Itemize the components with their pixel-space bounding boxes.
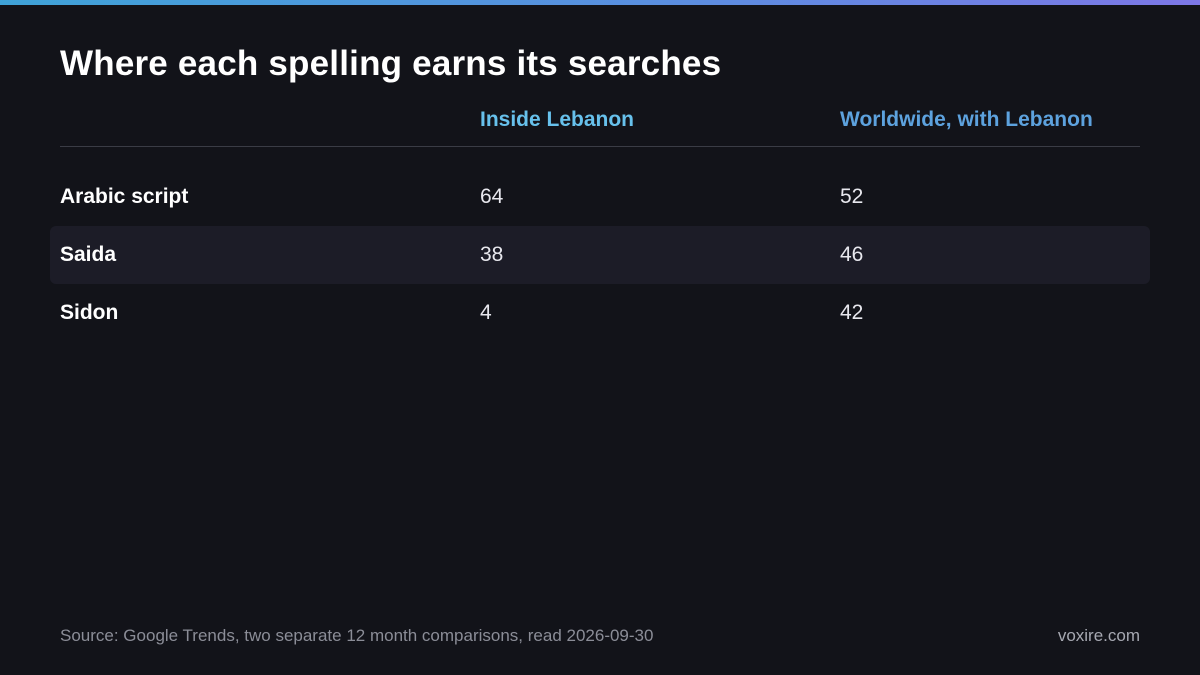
value-worldwide: 42 (840, 301, 864, 324)
row-label: Saida (60, 243, 117, 266)
source-note: Source: Google Trends, two separate 12 m… (60, 626, 654, 645)
value-inside-lebanon: 4 (480, 301, 492, 324)
table-row: Saida 38 46 (50, 226, 1150, 284)
row-label: Arabic script (60, 185, 189, 208)
value-worldwide: 46 (840, 243, 864, 266)
chart-title: Where each spelling earns its searches (60, 44, 722, 83)
column-header-worldwide: Worldwide, with Lebanon (840, 108, 1093, 131)
value-inside-lebanon: 38 (480, 243, 504, 266)
value-inside-lebanon: 64 (480, 185, 504, 208)
accent-bar (0, 0, 1200, 5)
header-divider (60, 146, 1140, 147)
table-row: Sidon 4 42 (50, 284, 1150, 342)
table-row: Arabic script 64 52 (50, 168, 1150, 226)
row-label: Sidon (60, 301, 119, 324)
value-worldwide: 52 (840, 185, 864, 208)
brand-label: voxire.com (1057, 626, 1140, 645)
column-header-inside-lebanon: Inside Lebanon (480, 108, 635, 131)
